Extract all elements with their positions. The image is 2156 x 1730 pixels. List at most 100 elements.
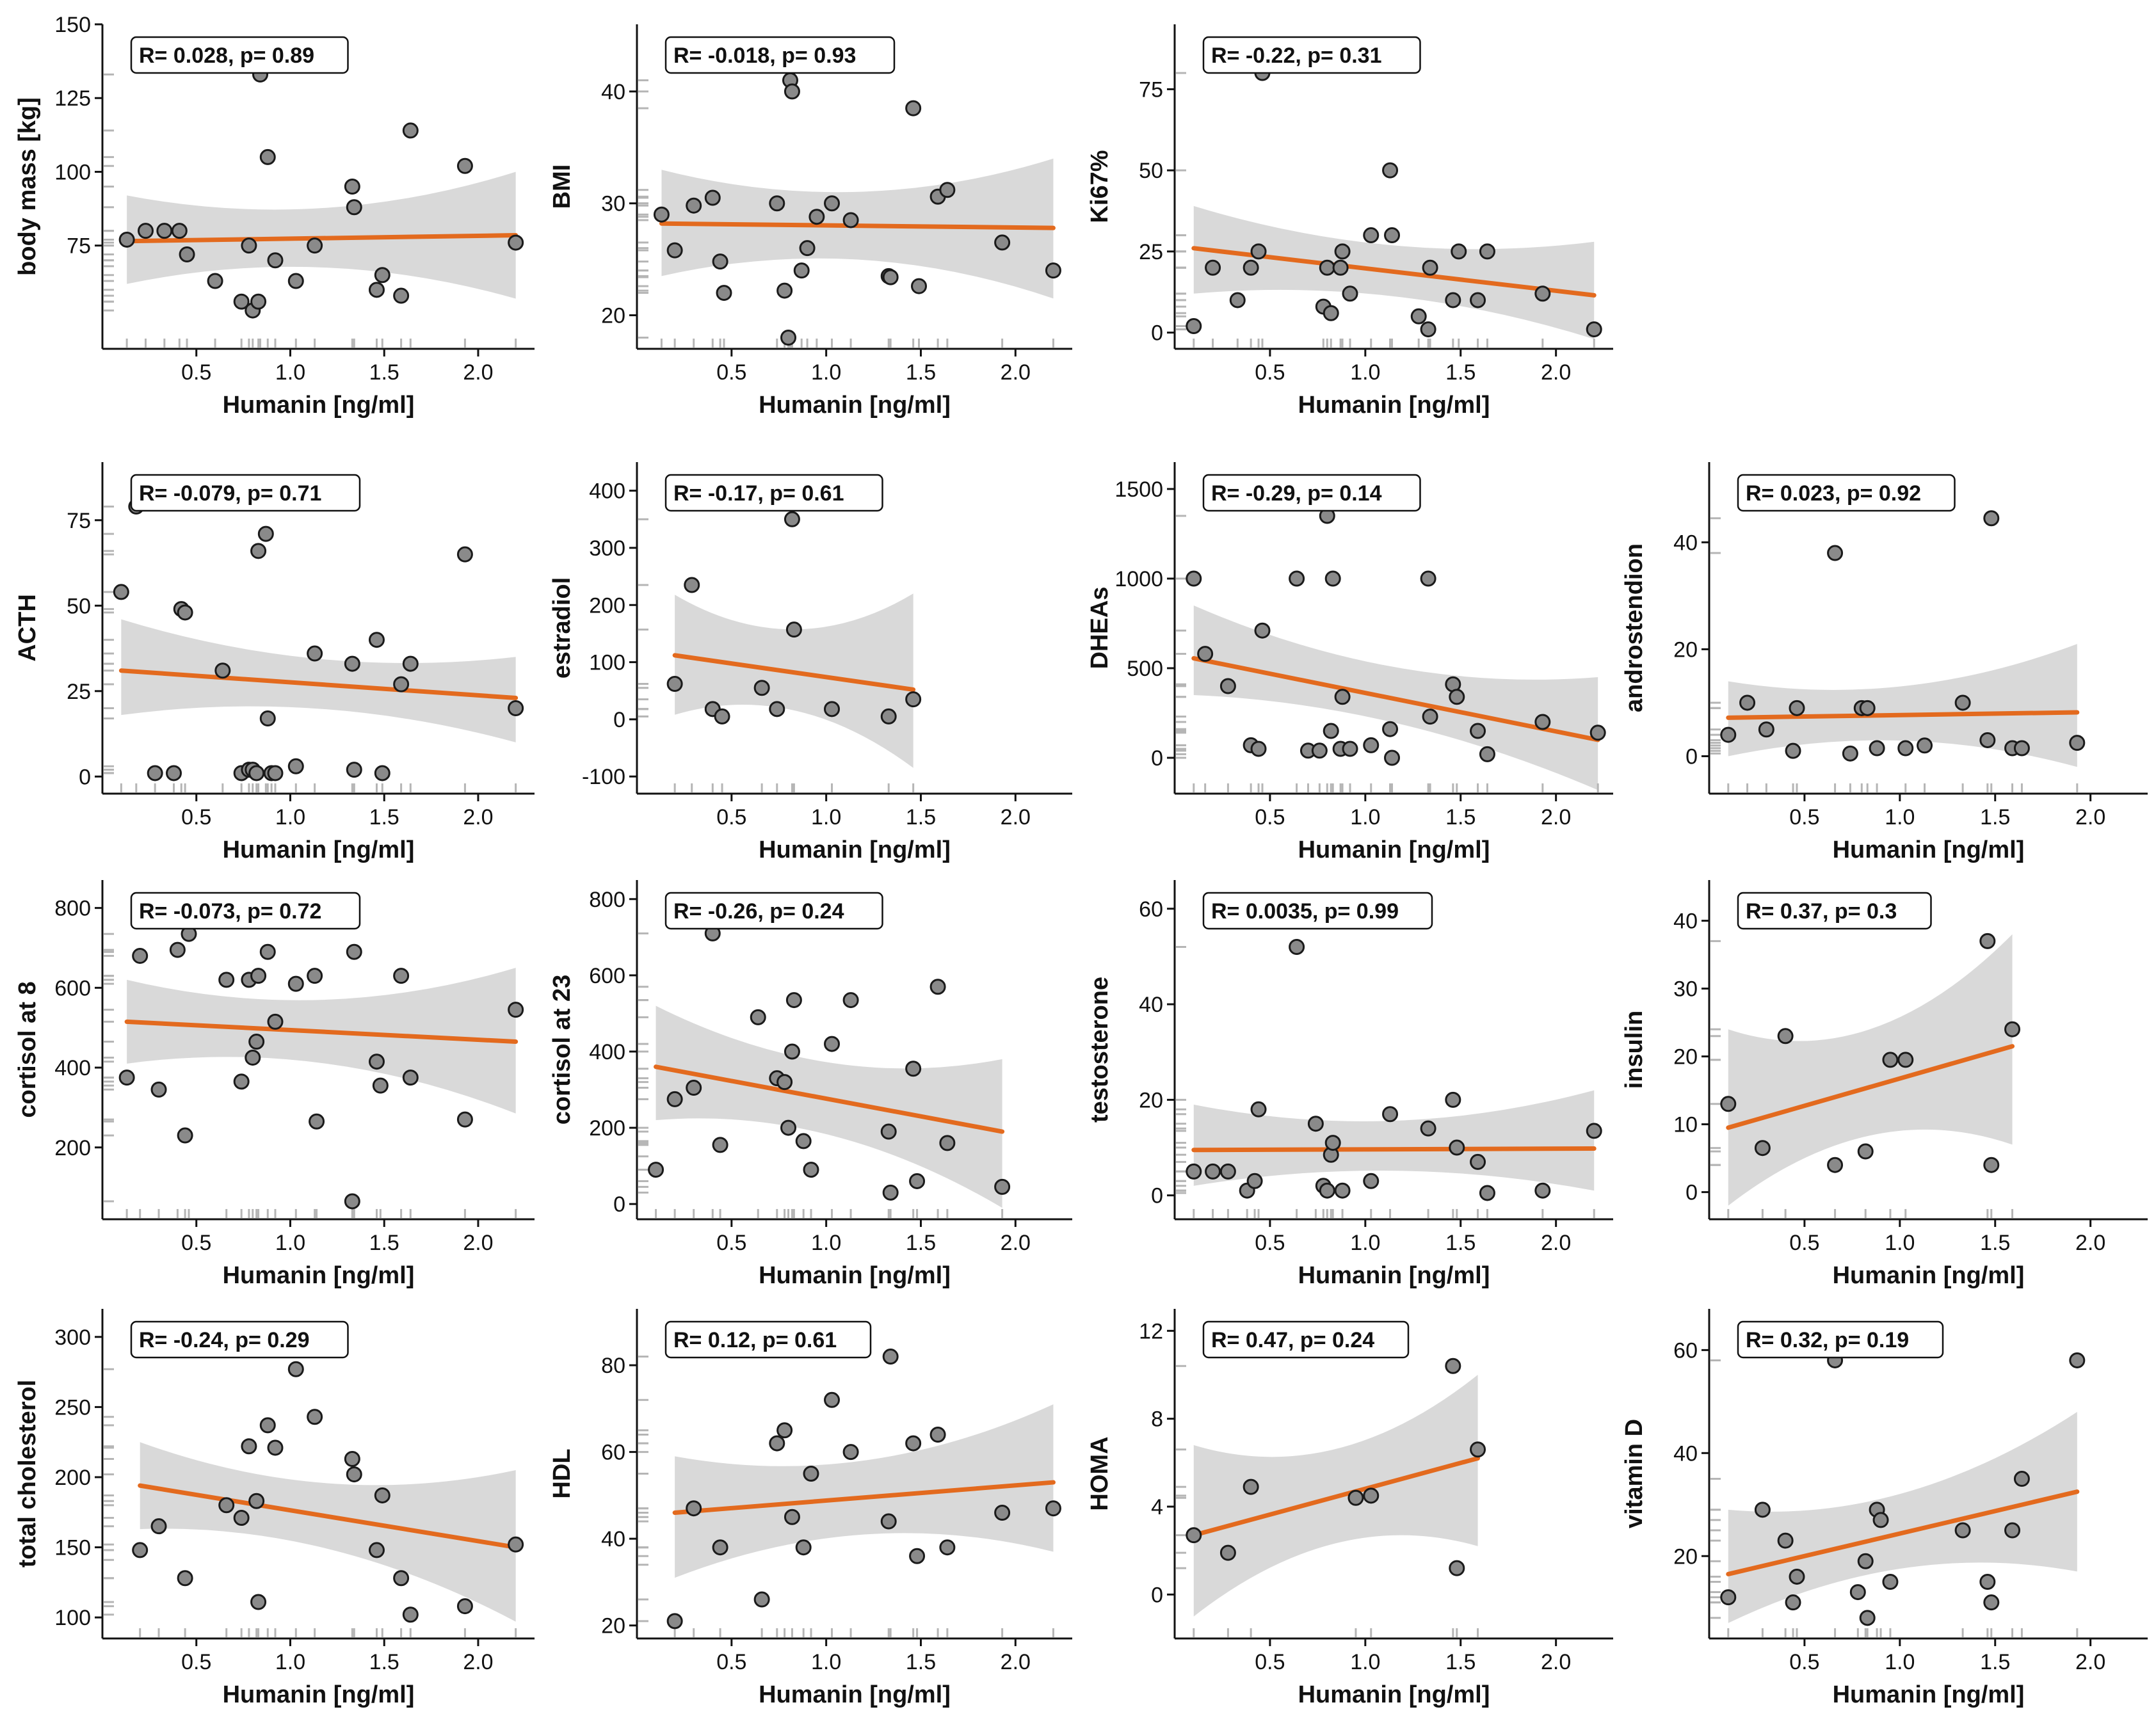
data-point bbox=[368, 1053, 385, 1070]
data-point bbox=[712, 1137, 728, 1153]
data-point bbox=[245, 1049, 261, 1066]
x-axis-label: Humanin [ng/ml] bbox=[1298, 1681, 1490, 1708]
data-point bbox=[1739, 694, 1756, 711]
x-tick-label: 0.5 bbox=[1255, 1231, 1285, 1255]
y-tick-label: 1000 bbox=[1114, 567, 1163, 591]
regression-line bbox=[124, 233, 519, 244]
panel-1: 0.5 1.0 1.5 2.0 75 100 125 150 Humanin [ng/ml] bo… bbox=[14, 13, 535, 419]
data-point bbox=[1470, 723, 1486, 739]
x-tick-label: 2.0 bbox=[1001, 360, 1031, 385]
data-point bbox=[776, 1422, 793, 1439]
panel-10: 0.5 1.0 1.5 2.0 0 200 400 600 800 Humanin [ng/ml]… bbox=[549, 880, 1072, 1289]
regression-line bbox=[138, 1483, 519, 1550]
data-point bbox=[784, 1043, 800, 1060]
x-tick-label: 1.5 bbox=[906, 1231, 936, 1255]
regression-line bbox=[672, 1480, 1056, 1515]
data-point bbox=[776, 282, 793, 299]
y-tick-label: 75 bbox=[67, 234, 91, 259]
y-tick-label: 400 bbox=[589, 1040, 625, 1064]
data-point bbox=[1342, 741, 1358, 757]
data-point bbox=[803, 1162, 819, 1178]
y-tick-label: 20 bbox=[1139, 1088, 1163, 1112]
data-point bbox=[177, 1570, 193, 1587]
stats-annotation-box bbox=[664, 474, 883, 512]
data-point bbox=[368, 282, 385, 298]
y-tick-label: 150 bbox=[54, 13, 91, 37]
data-point bbox=[666, 242, 683, 259]
y-axis-label: HDL bbox=[549, 1448, 575, 1498]
data-point bbox=[712, 1539, 728, 1556]
y-tick-label: 300 bbox=[54, 1326, 91, 1350]
data-point bbox=[666, 1613, 683, 1630]
data-point bbox=[118, 231, 135, 248]
data-point bbox=[1720, 1589, 1737, 1606]
data-point bbox=[1363, 1487, 1380, 1504]
data-point bbox=[456, 546, 473, 563]
data-point bbox=[1449, 1139, 1465, 1156]
data-point bbox=[686, 197, 702, 214]
y-axis-label: estradiol bbox=[549, 577, 575, 678]
y-tick-label: 0 bbox=[613, 1192, 625, 1217]
data-point bbox=[1219, 1163, 1236, 1180]
y-tick-label: 20 bbox=[1673, 1045, 1698, 1069]
data-point bbox=[994, 234, 1011, 251]
data-point bbox=[793, 262, 810, 279]
y-tick-label: 40 bbox=[1139, 993, 1163, 1017]
regression-line bbox=[124, 1019, 519, 1045]
data-point bbox=[704, 189, 721, 206]
data-point bbox=[750, 1009, 766, 1025]
data-point bbox=[1449, 689, 1465, 705]
data-point bbox=[1045, 262, 1061, 279]
x-tick-label: 0.5 bbox=[716, 805, 746, 829]
x-tick-label: 1.5 bbox=[1980, 1231, 2010, 1255]
x-axis-label: Humanin [ng/ml] bbox=[759, 1681, 951, 1708]
y-tick-label: 20 bbox=[601, 1614, 625, 1638]
x-tick-label: 1.5 bbox=[906, 805, 936, 829]
x-tick-label: 1.0 bbox=[275, 1231, 305, 1255]
data-point bbox=[1382, 1106, 1399, 1123]
data-point bbox=[456, 157, 473, 174]
data-point bbox=[1758, 721, 1774, 738]
x-tick-label: 1.5 bbox=[1445, 360, 1476, 385]
data-point bbox=[307, 1409, 323, 1425]
data-point bbox=[1917, 737, 1933, 754]
y-tick-label: 30 bbox=[1673, 977, 1698, 1002]
panel-2: 0.5 1.0 1.5 2.0 20 30 40 Humanin [ng/ml] BMI R= -… bbox=[549, 24, 1072, 419]
y-axis-label: HOMA bbox=[1086, 1436, 1113, 1510]
data-point bbox=[218, 1497, 235, 1514]
data-point bbox=[780, 1119, 797, 1136]
x-tick-label: 2.0 bbox=[463, 1231, 493, 1255]
y-tick-label: 200 bbox=[54, 1466, 91, 1490]
data-point bbox=[1197, 646, 1214, 662]
data-point bbox=[1382, 721, 1399, 737]
y-tick-label: 250 bbox=[54, 1395, 91, 1420]
x-axis-label: Humanin [ng/ml] bbox=[223, 837, 415, 863]
y-tick-label: 60 bbox=[601, 1441, 625, 1465]
data-point bbox=[824, 195, 841, 212]
data-point bbox=[1205, 259, 1221, 276]
data-point bbox=[1219, 678, 1236, 694]
data-point bbox=[1869, 740, 1885, 757]
data-point bbox=[169, 941, 186, 958]
data-point bbox=[1754, 1502, 1771, 1518]
data-point bbox=[368, 1542, 385, 1558]
data-point bbox=[1324, 570, 1341, 587]
x-tick-label: 1.5 bbox=[369, 805, 399, 829]
y-tick-label: 50 bbox=[1139, 159, 1163, 183]
data-point bbox=[132, 947, 149, 964]
data-point bbox=[150, 1518, 167, 1535]
stats-annotation: R= -0.079, p= 0.71 bbox=[139, 481, 321, 506]
stats-annotation-box bbox=[130, 1320, 349, 1359]
panel-12: 0.5 1.0 1.5 2.0 0 10 20 30 40 Humanin [ng/ml] insu… bbox=[1621, 880, 2148, 1289]
data-point bbox=[1045, 1500, 1061, 1517]
x-tick-label: 1.0 bbox=[1885, 1650, 1915, 1674]
data-point bbox=[1422, 259, 1438, 276]
y-tick-label: 0 bbox=[1151, 746, 1163, 771]
data-point bbox=[508, 1002, 524, 1018]
data-point bbox=[785, 992, 802, 1009]
data-point bbox=[882, 1184, 899, 1201]
data-point bbox=[257, 525, 274, 542]
stats-annotation: R= -0.073, p= 0.72 bbox=[139, 899, 321, 924]
data-point bbox=[267, 1439, 284, 1456]
x-tick-label: 0.5 bbox=[1255, 360, 1285, 385]
